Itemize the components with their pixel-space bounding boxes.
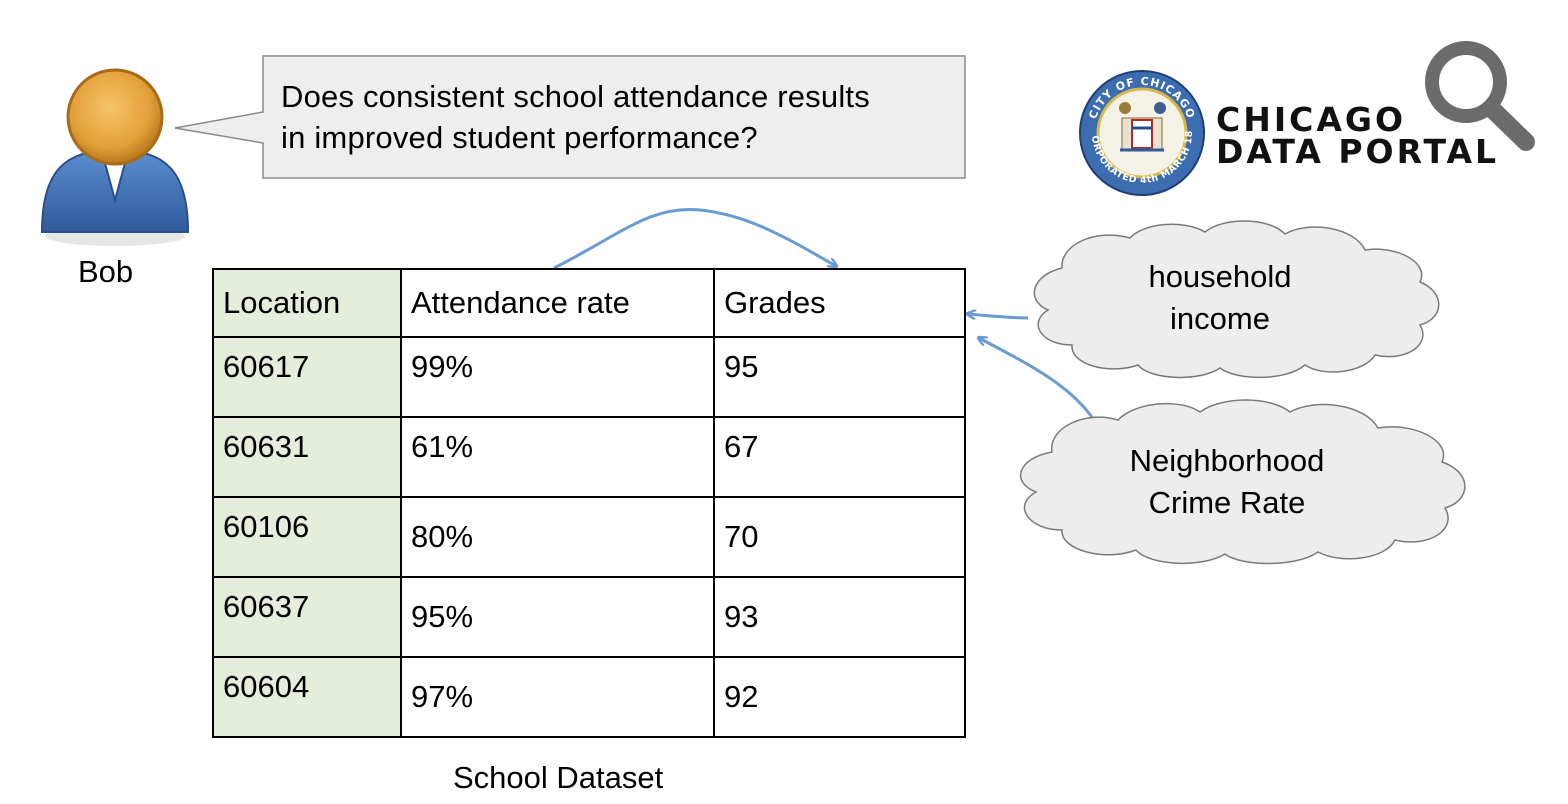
- location-cell: 60637: [212, 576, 402, 658]
- table-row: 60631 61% 67: [212, 416, 966, 498]
- table-header-row: Location Attendance rate Grades: [212, 268, 966, 338]
- cloud-shape-income: [1033, 220, 1440, 379]
- data-portal-logo: CHICAGO DATA PORTAL: [1216, 100, 1500, 171]
- relation-arrow: [553, 207, 836, 270]
- attendance-cell: 97%: [400, 656, 715, 738]
- grade-cell: 92: [713, 656, 966, 738]
- table-row: 60637 95% 93: [212, 576, 966, 658]
- cloud-shape-crime: [1019, 399, 1466, 565]
- person-avatar-icon: [40, 68, 190, 246]
- school-dataset-table: Location Attendance rate Grades 60617 99…: [212, 268, 966, 738]
- income-cloud-line-2: income: [1170, 301, 1270, 336]
- grade-cell: 93: [713, 576, 966, 658]
- table-row: 60604 97% 92: [212, 656, 966, 738]
- table-row: 60106 80% 70: [212, 496, 966, 578]
- city-seal-lettering: CITY OF CHICAGO INCORPORATED 4th MARCH 1…: [1080, 71, 1197, 186]
- income-cloud-label: household income: [1090, 256, 1350, 340]
- table-row: 60617 99% 95: [212, 336, 966, 418]
- attendance-cell: 95%: [400, 576, 715, 658]
- grade-cell: 70: [713, 496, 966, 578]
- location-cell: 60106: [212, 496, 402, 578]
- speech-line-2: in improved student performance?: [281, 120, 758, 155]
- attendance-cell: 61%: [400, 416, 715, 498]
- speech-line-1: Does consistent school attendance result…: [281, 79, 870, 114]
- table-caption: School Dataset: [453, 760, 664, 795]
- crime-cloud-line-2: Crime Rate: [1148, 485, 1306, 520]
- income-arrow: [968, 314, 1029, 318]
- logo-line-1: CHICAGO: [1216, 100, 1407, 139]
- svg-text:CITY OF CHICAGO: CITY OF CHICAGO: [1086, 75, 1197, 121]
- income-cloud-line-1: household: [1148, 259, 1292, 294]
- crime-arrow: [979, 338, 1096, 421]
- city-seal-icon: [1079, 70, 1205, 196]
- location-cell: 60617: [212, 336, 402, 418]
- column-header-attendance: Attendance rate: [400, 268, 715, 338]
- speech-question: Does consistent school attendance result…: [281, 76, 961, 158]
- crime-cloud-line-1: Neighborhood: [1129, 443, 1325, 478]
- grade-cell: 95: [713, 336, 966, 418]
- speech-bubble: [174, 55, 966, 179]
- column-header-grades: Grades: [713, 268, 966, 338]
- logo-line-2: DATA PORTAL: [1216, 132, 1500, 171]
- crime-cloud-label: Neighborhood Crime Rate: [1080, 440, 1374, 524]
- person-name: Bob: [78, 254, 134, 289]
- attendance-cell: 99%: [400, 336, 715, 418]
- svg-text:INCORPORATED 4th MARCH 1837: INCORPORATED 4th MARCH 1837: [1080, 71, 1195, 186]
- column-header-location: Location: [212, 268, 402, 338]
- location-cell: 60631: [212, 416, 402, 498]
- location-cell: 60604: [212, 656, 402, 738]
- attendance-cell: 80%: [400, 496, 715, 578]
- search-icon: [1425, 41, 1535, 151]
- grade-cell: 67: [713, 416, 966, 498]
